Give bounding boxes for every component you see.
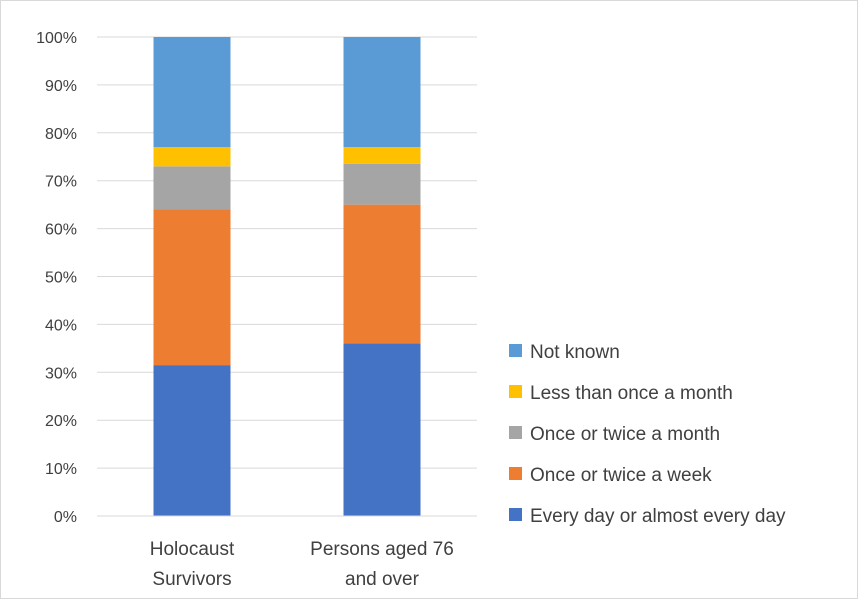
legend-swatch bbox=[509, 385, 522, 398]
bar-segment bbox=[343, 147, 421, 164]
y-axis-tick-labels: 0% 10% 20% 30% 40% 50% 60% 70% 80% 90% 100% bbox=[36, 30, 77, 526]
bar-segment bbox=[153, 147, 231, 167]
legend-swatch bbox=[509, 426, 522, 439]
category-label: and over bbox=[345, 569, 420, 590]
bar-segment bbox=[153, 209, 231, 366]
legend-label: Less than once a month bbox=[530, 383, 733, 404]
bar-segment bbox=[153, 365, 231, 516]
y-tick-label: 10% bbox=[45, 461, 77, 478]
y-tick-label: 20% bbox=[45, 413, 77, 430]
bar-segment bbox=[153, 166, 231, 210]
category-label: Survivors bbox=[152, 569, 231, 590]
y-tick-label: 0% bbox=[54, 509, 77, 526]
y-tick-label: 80% bbox=[45, 126, 77, 143]
legend-label: Once or twice a month bbox=[530, 424, 720, 445]
legend-label: Once or twice a week bbox=[530, 465, 712, 486]
category-labels: Holocaust Survivors Persons aged 76 and ove… bbox=[150, 539, 454, 590]
legend-label: Every day or almost every day bbox=[530, 506, 786, 527]
y-tick-label: 90% bbox=[45, 78, 77, 95]
y-tick-label: 100% bbox=[36, 30, 77, 47]
bar-segment bbox=[153, 37, 231, 148]
legend-swatch bbox=[509, 467, 522, 480]
bar-segment bbox=[343, 163, 421, 205]
bar-segment bbox=[343, 343, 421, 516]
legend-swatch bbox=[509, 344, 522, 357]
bar-segment bbox=[343, 37, 421, 148]
y-tick-label: 40% bbox=[45, 317, 77, 334]
legend-label: Not known bbox=[530, 342, 620, 363]
y-tick-label: 70% bbox=[45, 174, 77, 191]
y-tick-label: 50% bbox=[45, 270, 77, 287]
legend-swatch bbox=[509, 508, 522, 521]
bar-segment bbox=[343, 204, 421, 344]
y-tick-label: 30% bbox=[45, 365, 77, 382]
category-label: Persons aged 76 bbox=[310, 539, 454, 560]
y-tick-label: 60% bbox=[45, 222, 77, 239]
bars bbox=[153, 37, 421, 516]
legend: Not known Less than once a month Once or t… bbox=[509, 342, 786, 527]
category-label: Holocaust bbox=[150, 539, 235, 560]
